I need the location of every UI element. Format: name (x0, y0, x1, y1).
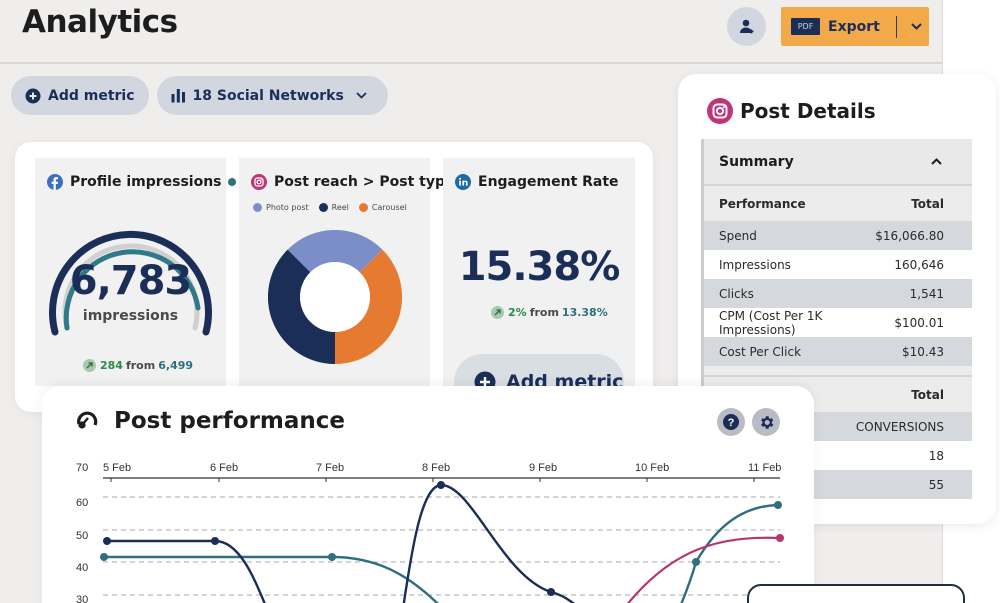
impressions-delta: 284 from 6,499 (83, 359, 193, 372)
plus-circle-icon (25, 88, 48, 104)
table-row: Impressions 160,646 (704, 250, 972, 279)
bar-chart-icon (171, 88, 193, 103)
svg-text:9 Feb: 9 Feb (529, 462, 557, 474)
impressions-unit: impressions (82, 308, 179, 324)
legend-item: Photo post (253, 203, 309, 212)
overlay-card (747, 584, 965, 603)
post-type-donut-chart (267, 229, 403, 368)
toolbar: Add metric 18 Social Networks (11, 76, 388, 115)
add-metric-button[interactable]: Add metric (11, 76, 149, 115)
export-button[interactable]: PDF Export (781, 7, 929, 46)
question-icon: ? (723, 414, 739, 430)
post-performance-card: Post performance ? 70 60 50 40 30 5 Feb … (42, 386, 814, 603)
help-button[interactable]: ? (717, 408, 745, 436)
table-header: Performance Total (704, 186, 972, 221)
gauge-icon (76, 411, 98, 431)
donut-legend: Photo post Reel Carousel (253, 203, 407, 212)
user-plus-icon (738, 18, 756, 36)
chevron-down-icon[interactable] (911, 23, 922, 30)
svg-text:6 Feb: 6 Feb (210, 462, 238, 474)
instagram-icon (251, 174, 267, 190)
tile-title: Profile impressions (47, 174, 236, 190)
y-tick-30: 30 (76, 594, 88, 603)
engagement-delta: 2% from 13.38% (491, 306, 608, 319)
instagram-icon (707, 98, 733, 124)
page-header: Analytics PDF Export (0, 0, 943, 64)
summary-section: Summary Performance Total Spend $16,066.8… (701, 139, 972, 499)
svg-text:?: ? (728, 417, 735, 429)
y-tick-70: 70 (76, 462, 88, 474)
y-tick-40: 40 (76, 562, 88, 574)
post-details-title: Post Details (707, 98, 876, 124)
svg-text:11 Feb: 11 Feb (748, 462, 781, 474)
export-divider (895, 15, 897, 38)
tile-title: Engagement Rate (455, 174, 619, 190)
tile-title: Post reach > Post type (251, 174, 454, 190)
table-row: Spend $16,066.80 (704, 221, 972, 250)
page-title: Analytics (22, 4, 178, 40)
svg-text:10 Feb: 10 Feb (635, 462, 669, 474)
profile-impressions-tile[interactable]: Profile impressions 6,783 impressions 28… (35, 158, 236, 386)
table-divider (704, 366, 972, 377)
post-performance-line-chart: 70 60 50 40 30 5 Feb 6 Feb 7 Feb 8 Feb 9… (42, 386, 814, 603)
table-row: Clicks 1,541 (704, 279, 972, 308)
social-networks-label: 18 Social Networks (192, 87, 344, 104)
chevron-up-icon (931, 158, 942, 165)
trend-up-icon (83, 359, 96, 372)
engagement-rate-tile[interactable]: Engagement Rate 15.38% 2% from 13.38% (443, 158, 635, 386)
impressions-value: 6,783 (69, 258, 193, 304)
y-tick-50: 50 (76, 530, 88, 542)
svg-text:7 Feb: 7 Feb (316, 462, 344, 474)
linkedin-icon (455, 174, 471, 190)
social-networks-dropdown[interactable]: 18 Social Networks (156, 76, 388, 115)
engagement-rate-value: 15.38% (458, 244, 621, 290)
impressions-gauge (43, 204, 218, 343)
pdf-badge: PDF (791, 18, 820, 35)
svg-text:5 Feb: 5 Feb (103, 462, 131, 474)
legend-item: Carousel (358, 203, 407, 212)
summary-toggle[interactable]: Summary (704, 139, 972, 186)
settings-button[interactable] (752, 408, 780, 436)
status-dot (227, 178, 236, 186)
add-metric-label: Add metric (48, 87, 135, 104)
table-row: Cost Per Click $10.43 (704, 337, 972, 366)
table-row: CPM (Cost Per 1K Impressions) $100.01 (704, 308, 972, 337)
invite-user-button[interactable] (727, 7, 766, 46)
post-reach-tile[interactable]: Post reach > Post type Photo post Reel C… (239, 158, 454, 386)
y-tick-60: 60 (76, 497, 88, 509)
chevron-down-icon (356, 92, 374, 99)
export-label: Export (828, 18, 880, 35)
legend-item: Reel (318, 203, 349, 212)
trend-up-icon (491, 306, 504, 319)
post-performance-title: Post performance (76, 408, 345, 434)
svg-text:8 Feb: 8 Feb (422, 462, 450, 474)
gear-icon (758, 414, 775, 431)
facebook-icon (47, 174, 63, 190)
